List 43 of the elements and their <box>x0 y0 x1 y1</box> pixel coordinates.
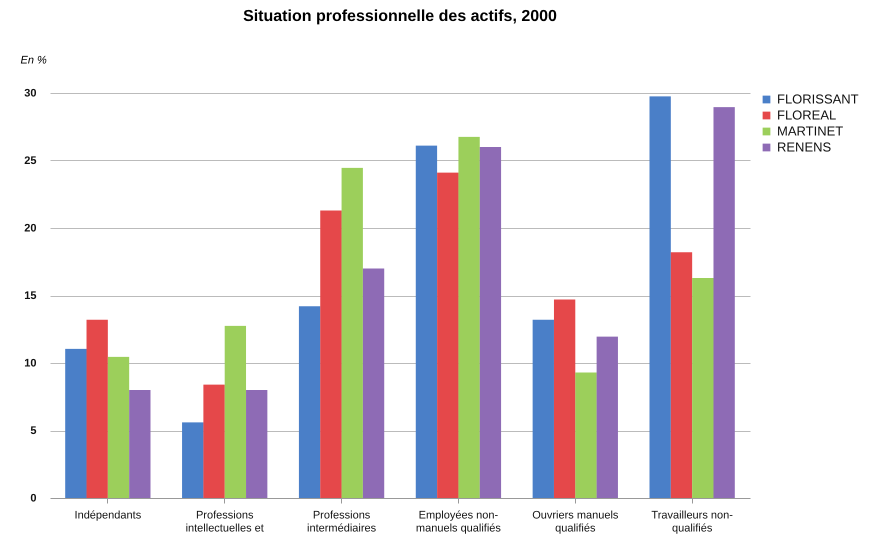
y-tick-label: 10 <box>24 358 36 370</box>
bar <box>65 348 87 498</box>
x-tick-label: Travailleurs non-qualifiés <box>651 510 734 534</box>
legend-label: FLORISSANT <box>777 92 859 106</box>
bar <box>362 268 384 498</box>
bar <box>342 168 363 498</box>
bar <box>554 300 576 498</box>
x-tick-label: Ouvriers manuels qualifiés <box>532 510 619 534</box>
x-tick-label: Professions intermédiaires <box>307 510 377 534</box>
bar <box>437 172 458 498</box>
legend-label: FLOREAL <box>777 108 836 122</box>
y-tick-label: 25 <box>24 155 36 167</box>
bar <box>416 146 438 498</box>
y-tick-label: 15 <box>24 290 36 302</box>
bar <box>670 252 692 498</box>
bar <box>692 278 714 498</box>
bar <box>480 147 502 498</box>
bar <box>86 320 108 498</box>
bar <box>182 422 204 498</box>
legend-label: MARTINET <box>777 124 844 138</box>
bar <box>108 356 130 498</box>
legend-label: RENENS <box>777 140 832 154</box>
x-tick-label: Indépendants <box>74 510 142 522</box>
x-tick-label: Professions intellectuelles et <box>186 510 264 534</box>
bar <box>224 326 246 498</box>
bar <box>575 372 597 498</box>
bar <box>129 390 150 498</box>
bar <box>650 96 671 498</box>
bar <box>713 107 735 498</box>
y-tick-label: 20 <box>24 222 36 234</box>
bar <box>320 210 342 498</box>
y-tick-label: 0 <box>30 492 36 504</box>
chart-title: Situation professionnelle des actifs, 2000 <box>243 8 558 25</box>
x-tick-label: Employées non-manuels qualifiés <box>416 510 502 534</box>
y-tick-label: 30 <box>24 88 36 100</box>
y-tick-label: 5 <box>30 425 36 437</box>
bar <box>203 384 225 498</box>
bar <box>246 390 268 498</box>
y-axis-title: En % <box>20 54 48 66</box>
bar <box>532 320 554 498</box>
bar <box>458 136 480 498</box>
bar <box>298 306 320 498</box>
bar <box>596 336 618 498</box>
